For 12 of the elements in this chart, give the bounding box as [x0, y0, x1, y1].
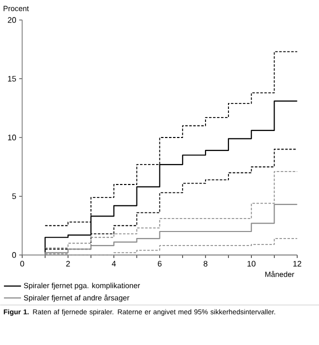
x-tick-label: 2 [66, 260, 70, 266]
y-tick-label: 15 [8, 76, 16, 82]
x-tick-label: 8 [203, 260, 208, 267]
x-tick-label: 6 [158, 260, 162, 267]
x-tick-label: 4 [112, 260, 116, 266]
y-tick-label: 20 [8, 17, 16, 23]
x-tick-label: 0 [20, 260, 24, 267]
y-tick-label: 10 [8, 134, 16, 140]
x-tick-label: 12 [293, 260, 302, 266]
y-tick-label: 0 [12, 252, 16, 258]
y-tick-label: 5 [12, 193, 16, 200]
x-tick-label: 10 [247, 260, 256, 267]
